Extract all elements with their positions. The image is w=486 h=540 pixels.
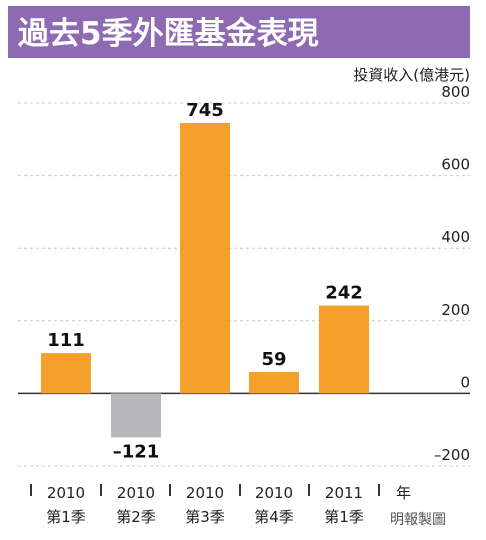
- y-tick-label: 0: [460, 373, 470, 391]
- data-label: 111: [47, 330, 85, 351]
- x-tick-quarter: 第2季: [116, 508, 156, 526]
- x-tick-year: 2011: [325, 484, 363, 502]
- x-tick-quarter: 第3季: [185, 508, 225, 526]
- y-tick-label: 200: [441, 301, 470, 319]
- data-label: 745: [186, 100, 224, 121]
- x-tick-quarter: 第1季: [46, 508, 86, 526]
- y-tick-label: –200: [434, 446, 470, 464]
- bar: [41, 353, 91, 394]
- y-tick-label: 800: [441, 83, 470, 101]
- x-tick-year: 2010: [47, 484, 85, 502]
- y-axis-ticks: 800 600 400 200 0 –200: [434, 83, 470, 464]
- x-tick-quarter: 第4季: [254, 508, 294, 526]
- gridlines: [18, 102, 470, 467]
- chart-title: 過去5季外匯基金表現: [18, 16, 319, 52]
- x-axis-unit-label: 年: [396, 484, 411, 502]
- title-banner: [8, 6, 470, 58]
- data-label: 242: [325, 283, 363, 304]
- data-label: 59: [261, 349, 286, 370]
- x-axis-labels: 2010 第1季 2010 第2季 2010 第3季 2010 第4季 2011 第1季: [30, 484, 380, 526]
- credit-label: 明報製圖: [390, 512, 446, 528]
- y-tick-label: 400: [441, 228, 470, 246]
- y-axis-label: 投資收入(億港元): [353, 66, 470, 84]
- x-tick-quarter: 第1季: [324, 508, 364, 526]
- bar: [249, 371, 299, 394]
- data-labels: 111 –121 745 59 242: [47, 100, 363, 462]
- x-tick-year: 2010: [255, 484, 293, 502]
- bars: [41, 122, 369, 438]
- x-tick-year: 2010: [186, 484, 224, 502]
- data-label: –121: [113, 441, 160, 462]
- bar: [180, 122, 230, 394]
- y-tick-label: 600: [441, 156, 470, 174]
- x-tick-year: 2010: [117, 484, 155, 502]
- bar: [111, 393, 161, 438]
- bar: [319, 305, 369, 394]
